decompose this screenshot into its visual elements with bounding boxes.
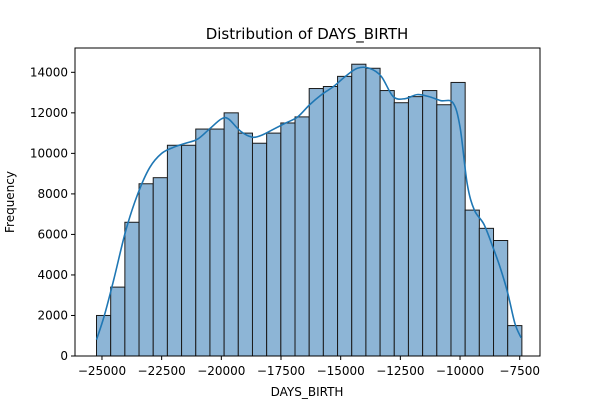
histogram-bar xyxy=(294,116,310,357)
x-axis-title: DAYS_BIRTH xyxy=(271,385,344,399)
histogram-bar xyxy=(138,183,154,357)
y-tick-label: 6000 xyxy=(37,227,68,241)
x-tick-label: −12500 xyxy=(376,364,424,378)
y-tick-label: 14000 xyxy=(30,65,68,79)
histogram-bar xyxy=(464,209,480,357)
y-tick-label: 12000 xyxy=(30,106,68,120)
x-axis: −25000 −22500 −20000 −17500 −15000 −12500 −100… xyxy=(78,356,540,378)
x-tick-label: −10000 xyxy=(436,364,484,378)
x-tick-label: −22500 xyxy=(138,364,186,378)
kde-curve-layer xyxy=(95,66,522,341)
histogram-bar xyxy=(237,132,253,357)
histogram-bar xyxy=(478,227,495,357)
plot-frame xyxy=(74,47,541,357)
histogram-bar xyxy=(407,96,424,357)
histogram-bar xyxy=(124,221,140,357)
histogram-bar xyxy=(110,286,126,357)
y-tick-label: 10000 xyxy=(30,146,68,160)
histogram-bar xyxy=(322,86,339,357)
histogram-bar xyxy=(209,128,225,357)
histogram-bar xyxy=(422,90,438,357)
histogram-bar xyxy=(351,63,367,357)
histogram-bar xyxy=(195,128,211,357)
histogram-bar xyxy=(266,132,282,357)
y-tick-label: 4000 xyxy=(37,268,68,282)
y-axis-title: Frequency xyxy=(3,171,17,233)
x-tick-label: −15000 xyxy=(317,364,365,378)
histogram-bar xyxy=(337,75,353,357)
histogram-bar xyxy=(280,122,296,357)
kde-curve xyxy=(95,66,522,341)
y-tick-label: 8000 xyxy=(37,187,68,201)
histogram-bar xyxy=(166,144,183,357)
chart-title: Distribution of DAYS_BIRTH xyxy=(206,25,409,44)
histogram-bar xyxy=(152,177,168,357)
histogram-bar xyxy=(251,142,268,357)
histogram-bar xyxy=(393,102,409,357)
histogram-bar xyxy=(379,90,395,357)
histogram-bar xyxy=(493,240,509,357)
x-tick-label: −20000 xyxy=(197,364,245,378)
histogram-bar xyxy=(507,325,523,357)
bars xyxy=(96,63,523,357)
x-tick-label: −17500 xyxy=(257,364,305,378)
histogram-bar xyxy=(223,112,239,357)
histogram-bar xyxy=(181,144,197,357)
y-tick-label: 2000 xyxy=(37,308,68,322)
x-tick-label: −7500 xyxy=(499,364,540,378)
y-tick-label: 0 xyxy=(60,349,68,363)
histogram-bar xyxy=(365,67,381,357)
histogram-bar xyxy=(436,104,452,357)
y-axis: 0 2000 4000 6000 8000 10000 12000 14000 xyxy=(30,65,75,363)
x-tick-label: −25000 xyxy=(78,364,126,378)
histogram-bar xyxy=(450,81,466,357)
histogram-bar xyxy=(308,88,324,357)
